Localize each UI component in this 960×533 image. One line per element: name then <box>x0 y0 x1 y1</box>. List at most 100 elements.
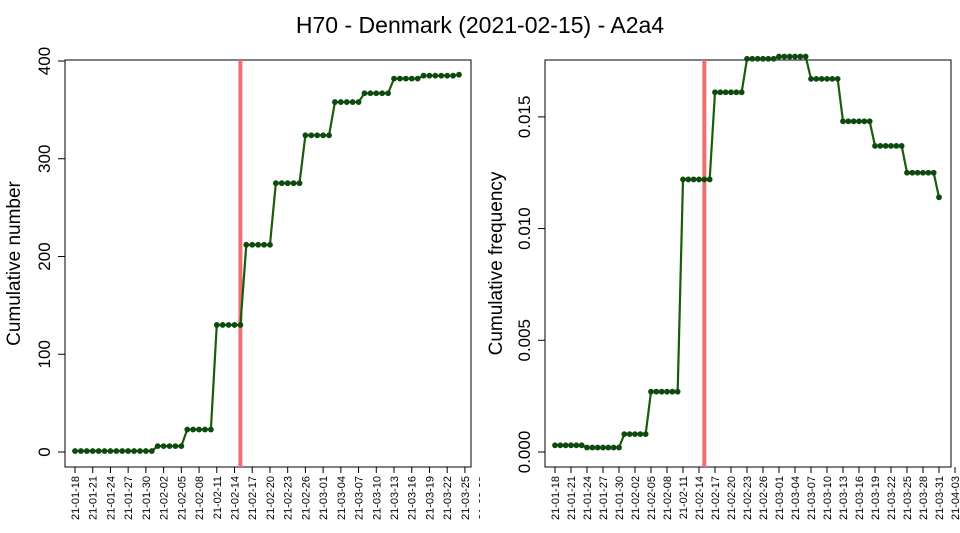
data-point <box>706 176 713 183</box>
data-point <box>685 176 692 183</box>
data-point <box>296 180 303 187</box>
data-point <box>738 89 745 96</box>
x-tick-label: 21-03-04 <box>790 476 802 520</box>
y-tick-label: 200 <box>35 242 54 270</box>
data-point <box>626 431 633 438</box>
data-point <box>379 90 386 97</box>
data-point <box>308 132 315 139</box>
data-point <box>744 55 750 62</box>
data-point <box>125 448 132 454</box>
data-point <box>797 53 804 60</box>
data-point <box>243 241 250 248</box>
data-point <box>337 99 344 105</box>
data-point <box>385 90 392 97</box>
x-tick-label: 21-03-01 <box>318 476 330 520</box>
data-point <box>154 443 161 450</box>
x-tick-label: 21-02-23 <box>283 476 295 520</box>
x-tick-label: 21-03-13 <box>838 476 850 520</box>
x-tick-label: 21-03-25 <box>902 476 914 520</box>
data-point <box>361 90 368 97</box>
data-point <box>420 72 427 79</box>
data-point <box>893 143 900 149</box>
x-tick-label: 21-02-05 <box>176 476 188 520</box>
y-tick-label: 0 <box>35 447 54 456</box>
data-point <box>255 241 262 248</box>
x-tick-label: 21-03-16 <box>407 476 419 520</box>
data-point <box>343 99 350 105</box>
data-point <box>696 176 702 183</box>
data-point <box>438 72 445 79</box>
data-point <box>119 448 126 454</box>
data-point <box>225 322 232 328</box>
data-point <box>829 75 836 82</box>
data-point <box>866 118 873 125</box>
data-point <box>160 443 167 450</box>
y-tick-label: 0.010 <box>515 207 534 250</box>
x-tick-label: 21-01-30 <box>141 476 153 520</box>
data-point <box>904 169 910 176</box>
data-point <box>680 176 686 183</box>
data-point <box>137 448 143 454</box>
data-point <box>877 143 884 149</box>
data-point <box>600 444 606 451</box>
data-point <box>872 143 878 149</box>
data-point <box>456 71 462 78</box>
x-tick-label: 21-04-03 <box>950 476 960 520</box>
data-point <box>813 75 820 82</box>
data-point <box>717 89 724 96</box>
y-tick-label: 400 <box>35 47 54 75</box>
data-point <box>712 89 718 96</box>
data-point <box>770 55 777 62</box>
data-point <box>621 431 628 438</box>
x-tick-label: 21-01-30 <box>614 476 626 520</box>
data-point <box>728 89 734 96</box>
x-tick-label: 21-01-18 <box>70 476 82 520</box>
x-tick-label: 21-01-27 <box>123 476 135 520</box>
data-point <box>861 118 868 125</box>
y-tick-label: 300 <box>35 145 54 173</box>
x-tick-label: 21-03-10 <box>822 476 834 520</box>
data-point <box>261 241 267 248</box>
data-point <box>786 53 793 60</box>
x-tick-label: 21-03-25 <box>460 476 472 520</box>
data-point <box>925 169 932 176</box>
data-point <box>584 444 590 451</box>
data-point <box>196 426 202 433</box>
x-tick-label: 21-03-16 <box>854 476 866 520</box>
y-tick-label: 0.000 <box>515 431 534 474</box>
data-point <box>749 55 756 62</box>
data-point <box>936 194 942 201</box>
data-point <box>107 448 114 454</box>
data-point <box>355 99 362 105</box>
x-tick-label: 21-03-01 <box>774 476 786 520</box>
x-tick-label: 21-02-08 <box>194 476 206 520</box>
data-point <box>765 55 772 62</box>
x-tick-label: 21-03-31 <box>934 476 946 520</box>
x-tick-label: 21-01-27 <box>598 476 610 520</box>
data-point <box>637 431 644 438</box>
data-point <box>72 448 78 454</box>
y-tick-label: 100 <box>35 340 54 368</box>
x-tick-label: 21-03-13 <box>389 476 401 520</box>
x-tick-label: 21-02-11 <box>212 476 224 519</box>
series-line <box>555 55 941 449</box>
data-point <box>888 143 894 149</box>
data-point <box>397 75 403 82</box>
data-point <box>781 53 788 60</box>
data-point <box>557 442 564 449</box>
x-tick-label: 21-03-19 <box>424 476 436 520</box>
data-point <box>190 426 197 433</box>
data-point <box>610 444 617 451</box>
data-point <box>578 442 585 449</box>
data-point <box>664 388 670 395</box>
data-point <box>605 444 612 451</box>
data-point <box>249 241 256 248</box>
x-tick-label: 21-02-02 <box>630 476 642 520</box>
data-point <box>776 53 782 60</box>
data-point <box>414 75 421 82</box>
data-point <box>594 444 601 451</box>
x-tick-label: 21-01-21 <box>88 476 100 520</box>
y-axis-label: Cumulative frequency <box>486 171 507 355</box>
x-tick-label: 21-02-11 <box>678 476 690 519</box>
